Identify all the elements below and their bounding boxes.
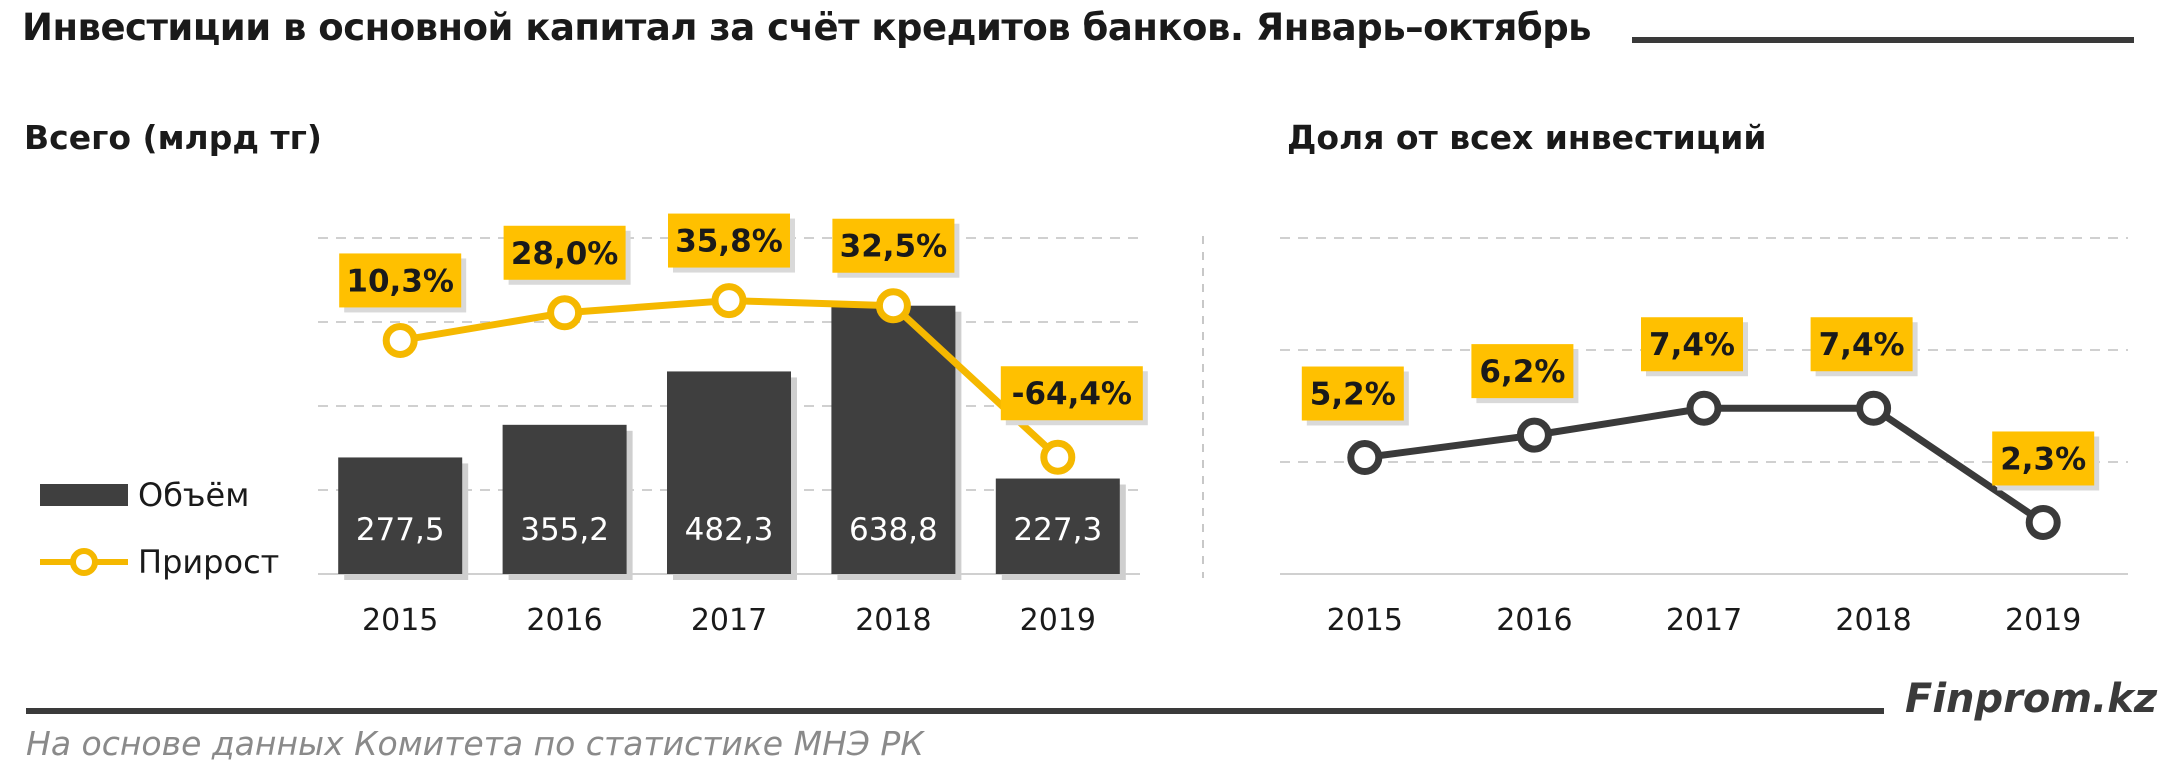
- bar: [338, 457, 463, 574]
- left-x-tick-label: 2016: [526, 603, 602, 638]
- share-data-label: 6,2%: [1479, 354, 1565, 390]
- right-x-tick-label: 2015: [1327, 603, 1403, 638]
- right-x-tick-label: 2017: [1666, 603, 1742, 638]
- share-point: [1347, 440, 1383, 476]
- legend-growth: Прирост: [40, 543, 279, 581]
- brand-logo: Finprom.kz: [1905, 676, 2158, 722]
- chart-title: Инвестиции в основной капитал за счёт кр…: [22, 6, 1592, 49]
- share-data-label: 5,2%: [1310, 377, 1396, 413]
- title-rule: [1632, 37, 2134, 43]
- bar-value-label: 277,5: [356, 512, 445, 548]
- bar-value-label: 482,3: [685, 512, 774, 548]
- bar: [831, 305, 956, 574]
- share-data-label-box: [1471, 344, 1574, 399]
- growth-data-label: 32,5%: [840, 229, 948, 265]
- growth-data-label: 35,8%: [675, 224, 783, 260]
- left-x-tick-label: 2015: [362, 603, 438, 638]
- left-x-tick-label: 2018: [855, 603, 931, 638]
- left-x-tick-label: 2019: [1020, 603, 1096, 638]
- growth-data-label-box: [668, 213, 790, 268]
- growth-data-label-box: [1000, 366, 1143, 421]
- source-note: На основе данных Комитета по статистике …: [26, 724, 924, 763]
- growth-data-label: 28,0%: [511, 236, 619, 272]
- legend-volume: Объём: [40, 476, 249, 514]
- bar-value-label: 227,3: [1013, 512, 1102, 548]
- bar: [502, 424, 627, 574]
- legend-line-swatch: [40, 548, 128, 576]
- share-data-label-box: [1810, 317, 1913, 372]
- growth-point: [711, 283, 747, 319]
- right-x-tick-label: 2018: [1835, 603, 1911, 638]
- bar: [995, 478, 1120, 574]
- charts-canvas: 277,5 355,2 482,3 638,8 227,3 10,3% 28,0% 35,8%…: [318, 213, 2128, 638]
- share-data-label: 7,4%: [1649, 327, 1735, 363]
- bottom-rule: [26, 708, 1884, 714]
- growth-point: [547, 295, 583, 331]
- share-point: [1686, 390, 1722, 426]
- growth-data-label-box: [832, 218, 955, 273]
- left-x-tick-label: 2017: [691, 603, 767, 638]
- growth-data-label-box: [339, 253, 462, 308]
- legend-growth-label: Прирост: [138, 543, 280, 581]
- share-point: [1856, 390, 1892, 426]
- share-point: [1516, 417, 1552, 453]
- share-data-label-box: [1301, 366, 1404, 421]
- left-chart-subtitle: Всего (млрд тг): [24, 118, 322, 157]
- share-data-label: 2,3%: [2000, 441, 2086, 477]
- bar-value-label: 638,8: [849, 512, 938, 548]
- growth-data-label: -64,4%: [1012, 376, 1132, 412]
- growth-point: [875, 288, 911, 324]
- share-point: [2025, 504, 2061, 540]
- legend-volume-label: Объём: [138, 476, 250, 514]
- growth-data-label: 10,3%: [346, 263, 454, 299]
- legend-bar-swatch: [40, 484, 128, 506]
- bar: [667, 371, 791, 574]
- right-chart-subtitle: Доля от всех инвестиций: [1287, 118, 1767, 157]
- growth-data-label-box: [503, 225, 626, 280]
- growth-point: [382, 322, 418, 358]
- right-x-tick-label: 2016: [1496, 603, 1572, 638]
- share-data-label-box: [1992, 431, 2095, 486]
- right-x-tick-label: 2019: [2005, 603, 2081, 638]
- bar-value-label: 355,2: [520, 512, 609, 548]
- share-data-label-box: [1641, 317, 1743, 372]
- growth-point: [1040, 439, 1076, 475]
- share-data-label: 7,4%: [1819, 327, 1905, 363]
